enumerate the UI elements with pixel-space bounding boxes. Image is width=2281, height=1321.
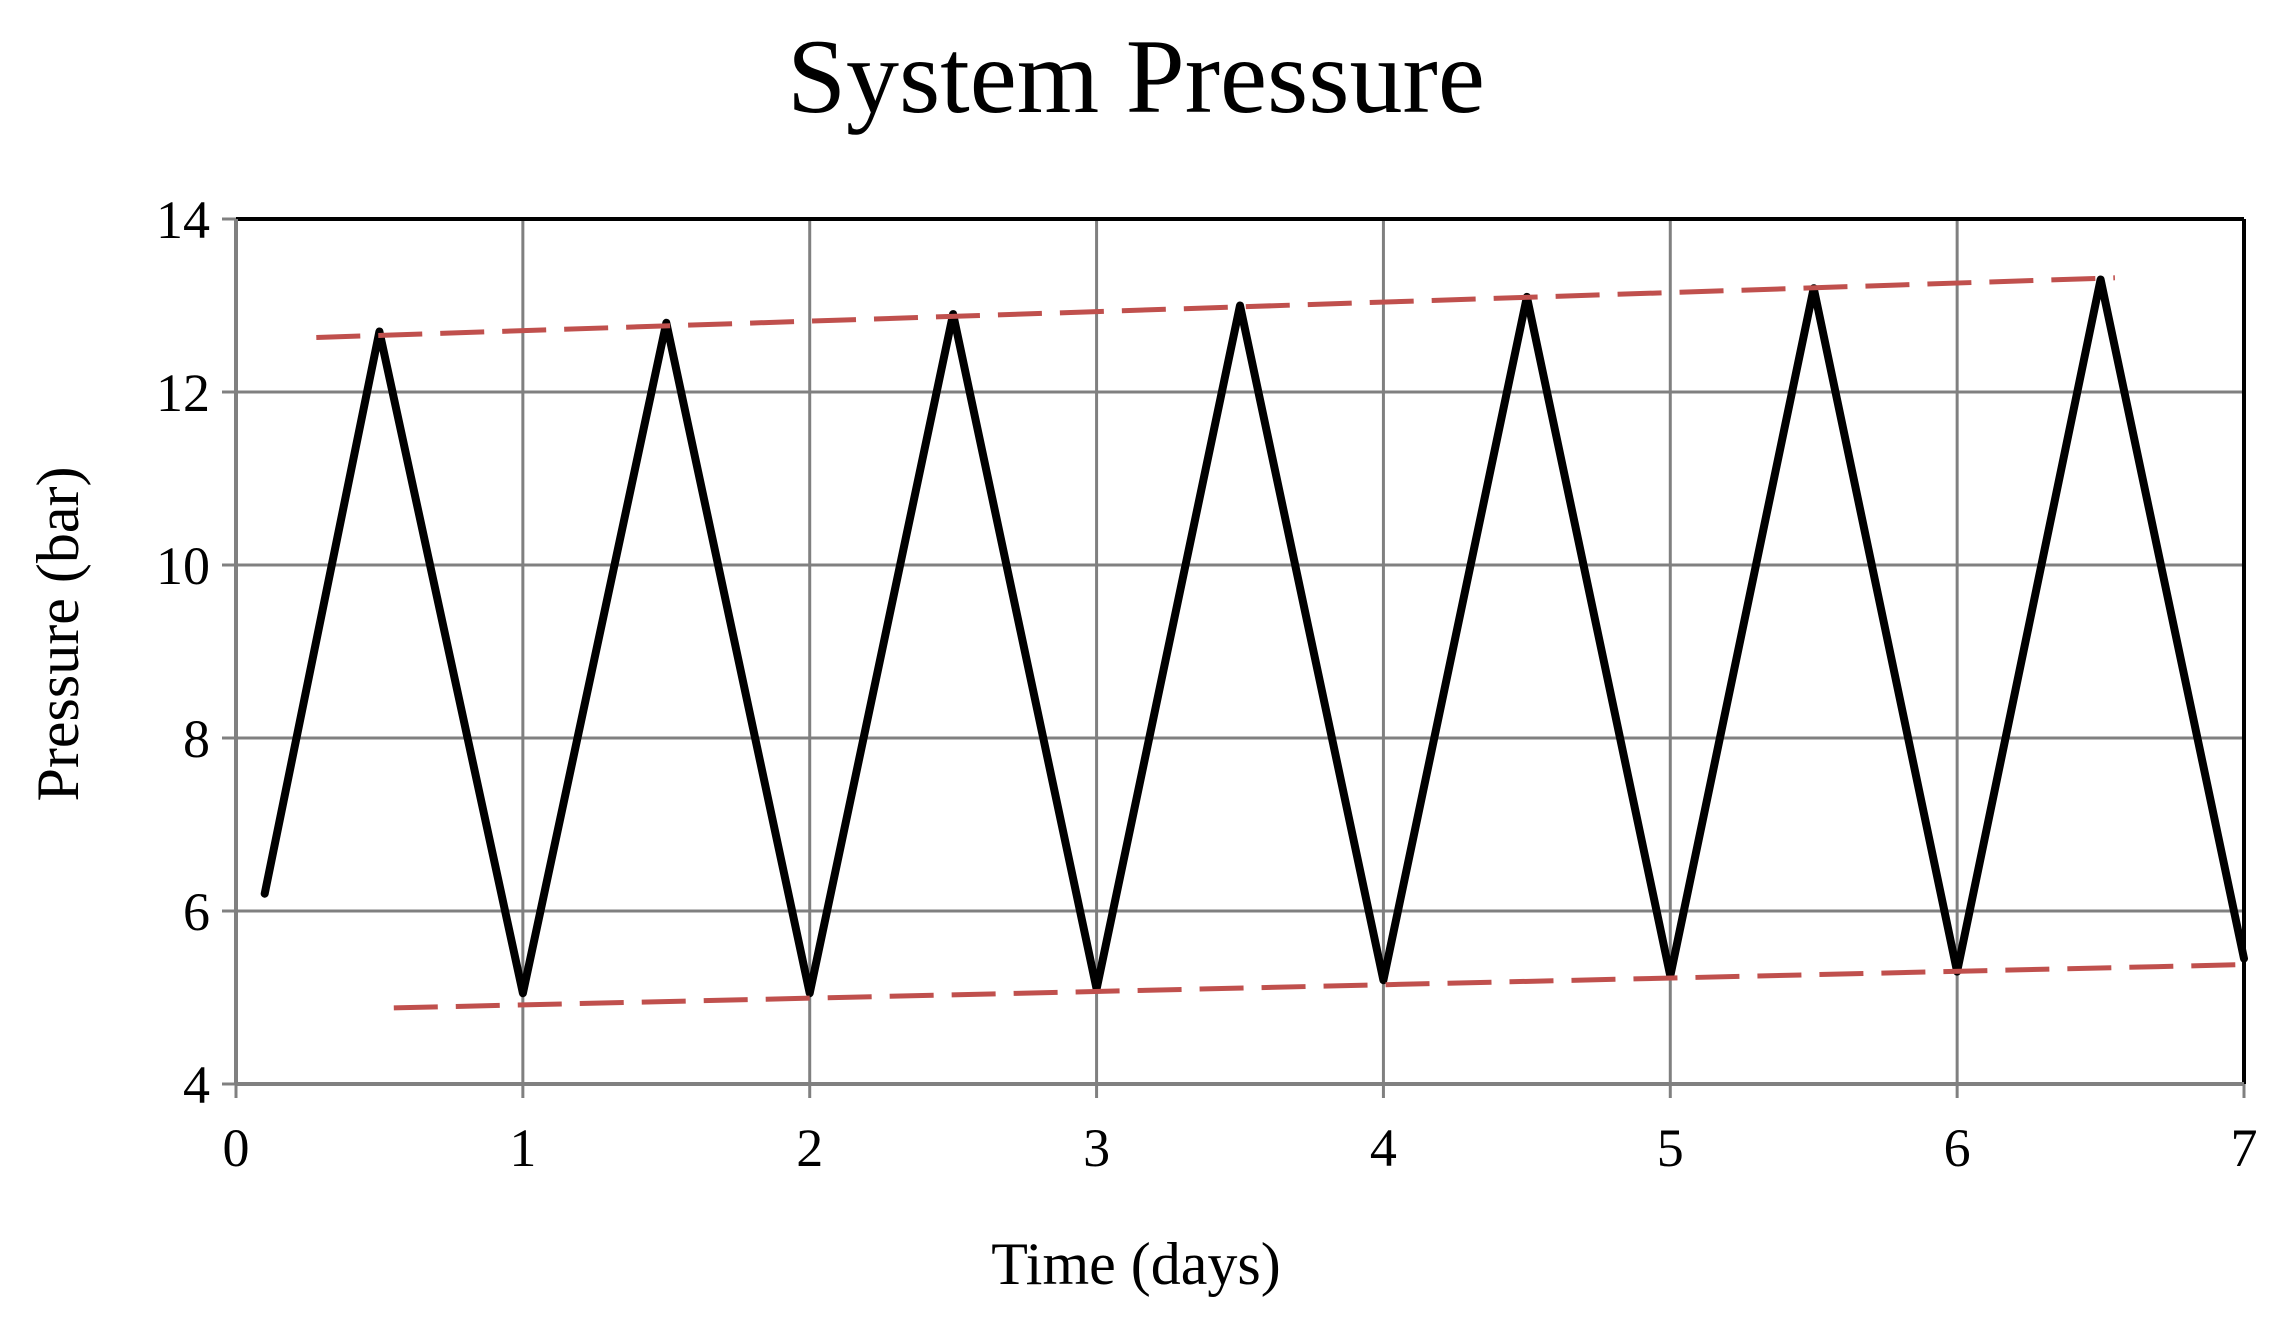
pressure-line <box>260 275 2248 998</box>
envelope-line-1 <box>316 275 2115 340</box>
x-tick-label-5: 5 <box>1657 1118 1684 1178</box>
y-tick-label-3: 10 <box>156 536 210 596</box>
x-axis-label: Time (days) <box>991 1231 1280 1297</box>
x-tick-label-7: 7 <box>2231 1118 2258 1178</box>
y-axis-label: Pressure (bar) <box>25 467 91 802</box>
y-tick-label-4: 12 <box>156 363 210 423</box>
x-tick-label-0: 0 <box>223 1118 250 1178</box>
y-tick-label-1: 6 <box>183 882 210 942</box>
y-tick-label-5: 14 <box>156 190 210 250</box>
axes <box>222 217 2246 1098</box>
y-tick-label-0: 4 <box>183 1055 210 1115</box>
x-tick-label-3: 3 <box>1083 1118 1110 1178</box>
envelope-line-2 <box>393 962 2245 1011</box>
x-tick-label-1: 1 <box>509 1118 536 1178</box>
x-tick-label-4: 4 <box>1370 1118 1397 1178</box>
x-tick-label-2: 2 <box>796 1118 823 1178</box>
y-tick-label-2: 8 <box>183 709 210 769</box>
series-layer <box>260 275 2248 1011</box>
x-tick-label-6: 6 <box>1944 1118 1971 1178</box>
grid <box>234 217 2246 1086</box>
chart-title: System Pressure <box>787 18 1485 135</box>
